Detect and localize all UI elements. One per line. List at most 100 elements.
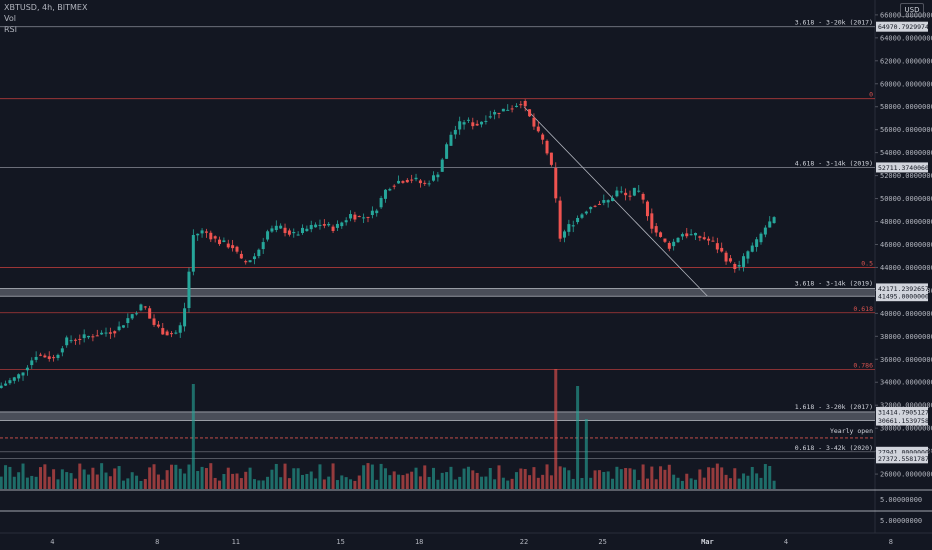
- candle-body[interactable]: [462, 122, 466, 125]
- candle-body[interactable]: [60, 348, 64, 353]
- candle-body[interactable]: [39, 354, 42, 356]
- candle-body[interactable]: [196, 233, 200, 236]
- candle-body[interactable]: [340, 222, 344, 227]
- candle-body[interactable]: [283, 227, 287, 233]
- candle-body[interactable]: [759, 233, 763, 243]
- candle-body[interactable]: [266, 231, 270, 240]
- candle-body[interactable]: [541, 134, 545, 140]
- candle-body[interactable]: [261, 242, 265, 250]
- candle-body[interactable]: [453, 129, 457, 135]
- candle-body[interactable]: [576, 218, 580, 223]
- candle-body[interactable]: [82, 334, 86, 339]
- candle-body[interactable]: [21, 372, 25, 376]
- candle-body[interactable]: [510, 108, 514, 110]
- candle-body[interactable]: [471, 122, 475, 127]
- candle-body[interactable]: [187, 271, 191, 309]
- candle-body[interactable]: [349, 214, 353, 219]
- candle-body[interactable]: [279, 225, 283, 229]
- candle-body[interactable]: [331, 226, 335, 231]
- candle-body[interactable]: [305, 228, 309, 232]
- candle-body[interactable]: [427, 183, 431, 185]
- candle-body[interactable]: [715, 243, 719, 250]
- candle-body[interactable]: [676, 237, 680, 243]
- candle-body[interactable]: [292, 232, 296, 234]
- candle-body[interactable]: [619, 191, 623, 193]
- trendline[interactable]: [523, 106, 708, 297]
- candle-body[interactable]: [755, 239, 759, 247]
- candle-body[interactable]: [707, 238, 711, 241]
- candle-body[interactable]: [742, 256, 746, 267]
- candle-body[interactable]: [501, 108, 505, 112]
- candle-body[interactable]: [558, 200, 562, 239]
- candle-body[interactable]: [680, 234, 684, 237]
- candle-body[interactable]: [287, 230, 291, 235]
- candle-body[interactable]: [100, 332, 104, 335]
- candle-body[interactable]: [222, 240, 226, 242]
- candle-body[interactable]: [641, 193, 645, 200]
- candle-body[interactable]: [200, 230, 204, 234]
- candle-body[interactable]: [528, 109, 532, 117]
- candle-body[interactable]: [117, 326, 121, 331]
- candle-body[interactable]: [772, 217, 776, 224]
- candle-body[interactable]: [523, 100, 527, 107]
- candle-body[interactable]: [178, 325, 182, 333]
- candle-body[interactable]: [152, 318, 156, 325]
- candle-body[interactable]: [209, 232, 213, 240]
- candle-body[interactable]: [480, 121, 484, 125]
- candle-body[interactable]: [257, 249, 261, 257]
- candle-body[interactable]: [667, 242, 671, 249]
- candle-body[interactable]: [309, 225, 313, 230]
- candle-body[interactable]: [170, 333, 173, 335]
- candle-body[interactable]: [244, 261, 248, 263]
- candle-body[interactable]: [362, 217, 366, 219]
- candle-body[interactable]: [183, 308, 187, 327]
- candle-body[interactable]: [694, 232, 697, 236]
- candle-body[interactable]: [746, 251, 750, 259]
- candle-body[interactable]: [401, 181, 405, 183]
- candle-body[interactable]: [231, 245, 235, 249]
- candle-body[interactable]: [375, 210, 379, 214]
- candle-body[interactable]: [545, 140, 549, 154]
- candle-body[interactable]: [536, 126, 540, 132]
- candle-body[interactable]: [34, 356, 38, 360]
- volume-indicator-label[interactable]: Vol: [4, 14, 16, 23]
- candle-body[interactable]: [322, 224, 326, 226]
- candle-body[interactable]: [750, 245, 754, 252]
- candle-body[interactable]: [720, 247, 724, 252]
- candle-body[interactable]: [108, 332, 112, 334]
- candle-body[interactable]: [235, 246, 239, 252]
- candle-body[interactable]: [475, 123, 479, 126]
- candle-body[interactable]: [597, 203, 601, 205]
- candle-body[interactable]: [615, 190, 619, 197]
- candle-body[interactable]: [143, 306, 147, 308]
- candle-body[interactable]: [30, 360, 34, 366]
- candle-body[interactable]: [69, 340, 73, 342]
- candle-body[interactable]: [698, 236, 702, 238]
- candle-body[interactable]: [580, 214, 584, 218]
- candle-body[interactable]: [423, 182, 427, 184]
- candle-body[interactable]: [130, 314, 134, 319]
- candle-body[interactable]: [91, 336, 95, 338]
- candle-body[interactable]: [554, 167, 558, 199]
- candle-body[interactable]: [702, 237, 706, 240]
- candle-body[interactable]: [611, 198, 615, 202]
- candle-body[interactable]: [589, 206, 593, 210]
- candle-body[interactable]: [139, 304, 143, 311]
- candle-body[interactable]: [47, 356, 51, 359]
- candle-body[interactable]: [689, 234, 693, 236]
- candle-body[interactable]: [353, 214, 357, 220]
- candle-body[interactable]: [711, 240, 715, 242]
- candle-body[interactable]: [357, 216, 361, 218]
- candle-body[interactable]: [432, 175, 435, 181]
- candle-body[interactable]: [659, 232, 663, 237]
- candle-body[interactable]: [414, 177, 418, 180]
- candle-body[interactable]: [0, 385, 3, 388]
- candle-body[interactable]: [563, 231, 566, 238]
- candle-body[interactable]: [484, 120, 488, 122]
- candle-body[interactable]: [392, 185, 396, 187]
- candle-body[interactable]: [488, 116, 492, 118]
- candle-body[interactable]: [628, 195, 632, 197]
- candle-body[interactable]: [493, 111, 497, 115]
- candle-body[interactable]: [650, 213, 654, 229]
